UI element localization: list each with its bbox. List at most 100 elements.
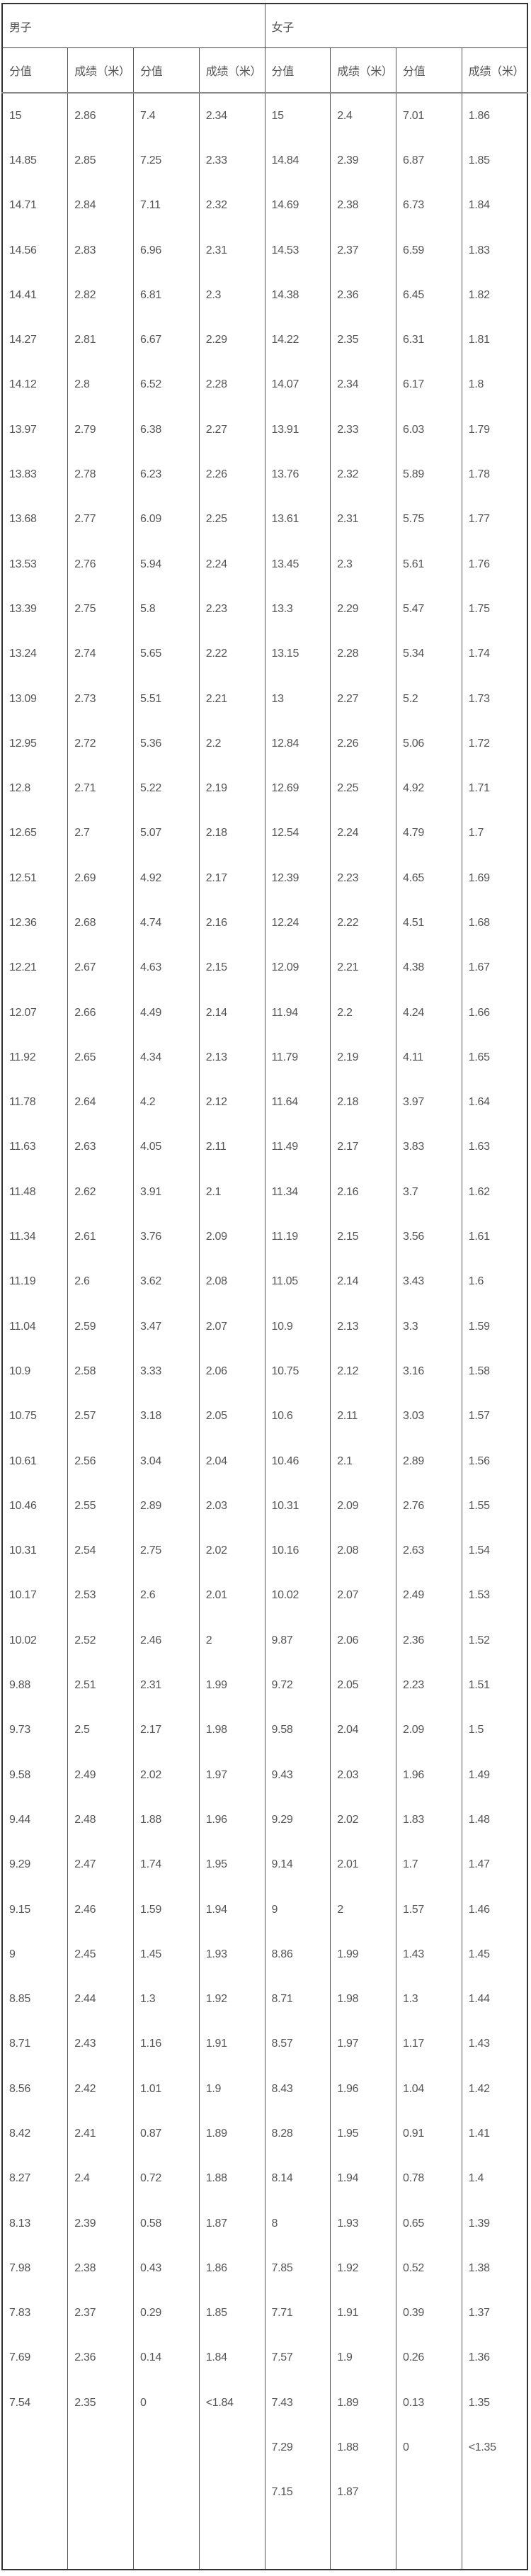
table-row: 14.27 2.81 6.67 2.29 14.22 2.35 6.31 1.81 xyxy=(1,317,528,363)
female-score-1-cell: 10.46 xyxy=(264,1438,331,1484)
female-result-1-cell: 2.18 xyxy=(330,1080,396,1125)
female-result-2-cell: 1.84 xyxy=(461,183,528,228)
group-header-row: 男子 女子 xyxy=(1,4,528,48)
male-result-2-cell: 2.15 xyxy=(198,945,266,990)
male-result-1-cell: 2.52 xyxy=(67,1618,134,1663)
female-score-1-cell: 13 xyxy=(264,676,331,722)
female-result-1-cell: 1.92 xyxy=(330,2246,396,2291)
male-result-2-cell: 2.08 xyxy=(198,1259,266,1305)
female-score-1-cell: 8.57 xyxy=(264,2021,331,2067)
male-result-2-cell: 2.25 xyxy=(198,497,266,542)
female-score-2-cell: 4.11 xyxy=(396,1035,462,1080)
male-result-2-cell: 2.23 xyxy=(198,587,266,632)
female-score-2-cell: 4.51 xyxy=(396,900,462,946)
male-result-2-cell: 1.93 xyxy=(198,1932,266,1977)
female-result-2-cell: 1.66 xyxy=(461,990,528,1036)
male-score-2-cell: 4.34 xyxy=(133,1035,200,1080)
table-row: 10.9 2.58 3.33 2.06 10.75 2.12 3.16 1.58 xyxy=(1,1349,528,1394)
male-score-2-cell: 1.45 xyxy=(133,1932,200,1977)
male-result-2-cell: 2.33 xyxy=(198,138,266,183)
female-result-1-cell: 2.34 xyxy=(330,362,396,408)
male-score-2-cell: 4.2 xyxy=(133,1080,200,1125)
male-result-1-cell: 2.46 xyxy=(67,1887,134,1933)
female-result-1-cell: 2.15 xyxy=(330,1214,396,1260)
male-score-1-cell: 7.98 xyxy=(1,2246,69,2291)
female-result-2-cell: 1.72 xyxy=(461,721,528,767)
male-result-1-cell: 2.53 xyxy=(67,1573,134,1619)
female-score-2-cell: 5.47 xyxy=(396,587,462,632)
male-result-1-cell: 2.84 xyxy=(67,183,134,228)
table-row: 15 2.86 7.4 2.34 15 2.4 7.01 1.86 xyxy=(1,93,528,139)
female-score-1-cell: 12.84 xyxy=(264,721,331,767)
male-result-2-cell: 2.28 xyxy=(198,362,266,408)
female-result-2-cell: 1.82 xyxy=(461,273,528,318)
male-result-1-cell: 2.65 xyxy=(67,1035,134,1080)
male-result-header: 成绩（米） xyxy=(67,47,134,94)
male-score-2-cell xyxy=(133,2425,200,2470)
female-score-header-2: 分值 xyxy=(396,47,462,94)
male-result-2-cell: 2.26 xyxy=(198,452,266,497)
female-result-1-cell: 2.32 xyxy=(330,452,396,497)
male-result-1-cell: 2.61 xyxy=(67,1214,134,1260)
female-score-2-cell: 0.39 xyxy=(396,2290,462,2336)
female-result-2-cell: 1.51 xyxy=(461,1663,528,1708)
female-score-2-cell: 6.87 xyxy=(396,138,462,183)
male-result-2-cell: 2.27 xyxy=(198,407,266,453)
male-result-2-cell: 2.01 xyxy=(198,1573,266,1619)
female-result-1-cell: 2.38 xyxy=(330,183,396,228)
male-score-2-cell: 5.22 xyxy=(133,766,200,811)
male-result-1-cell: 2.48 xyxy=(67,1797,134,1843)
female-score-2-cell: 5.75 xyxy=(396,497,462,542)
male-score-1-cell: 12.07 xyxy=(1,990,69,1036)
table-row: 10.31 2.54 2.75 2.02 10.16 2.08 2.63 1.54 xyxy=(1,1528,528,1574)
female-result-2-cell: 1.53 xyxy=(461,1573,528,1619)
female-score-2-cell: 6.45 xyxy=(396,273,462,318)
female-score-2-cell: 3.7 xyxy=(396,1170,462,1215)
male-result-2-cell: 1.86 xyxy=(198,2246,266,2291)
female-result-1-cell: 1.99 xyxy=(330,1932,396,1977)
female-result-1-cell: 1.88 xyxy=(330,2425,396,2470)
female-result-2-cell: 1.5 xyxy=(461,1707,528,1753)
male-score-2-cell: 0.58 xyxy=(133,2201,200,2247)
male-score-2-cell: 5.36 xyxy=(133,721,200,767)
male-result-1-cell: 2.42 xyxy=(67,2067,134,2112)
female-score-1-cell: 12.09 xyxy=(264,945,331,990)
table-row: 11.34 2.61 3.76 2.09 11.19 2.15 3.56 1.61 xyxy=(1,1214,528,1260)
male-score-2-cell: 3.76 xyxy=(133,1214,200,1260)
female-score-1-cell: 11.05 xyxy=(264,1259,331,1305)
table-row: 8.42 2.41 0.87 1.89 8.28 1.95 0.91 1.41 xyxy=(1,2111,528,2157)
female-result-1-cell: 2.23 xyxy=(330,856,396,901)
table-row: 11.92 2.65 4.34 2.13 11.79 2.19 4.11 1.65 xyxy=(1,1035,528,1080)
male-score-1-cell: 9.73 xyxy=(1,1707,69,1753)
female-result-1-cell: 1.87 xyxy=(330,2470,396,2516)
female-score-1-cell: 13.76 xyxy=(264,452,331,497)
male-score-2-cell: 6.09 xyxy=(133,497,200,542)
male-result-2-cell: 1.92 xyxy=(198,1977,266,2022)
male-score-1-cell: 15 xyxy=(1,93,69,139)
female-result-1-cell: 2.36 xyxy=(330,273,396,318)
male-score-2-cell: 1.3 xyxy=(133,1977,200,2022)
table-row: 14.12 2.8 6.52 2.28 14.07 2.34 6.17 1.8 xyxy=(1,362,528,408)
male-result-2-cell: 1.84 xyxy=(198,2335,266,2381)
table-row: 9.73 2.5 2.17 1.98 9.58 2.04 2.09 1.5 xyxy=(1,1707,528,1753)
male-result-1-cell: 2.47 xyxy=(67,1842,134,1887)
group-header-male: 男子 xyxy=(1,4,266,48)
table-row: 12.21 2.67 4.63 2.15 12.09 2.21 4.38 1.67 xyxy=(1,945,528,990)
female-result-1-cell: 1.98 xyxy=(330,1977,396,2022)
male-score-1-cell: 13.97 xyxy=(1,407,69,453)
male-score-2-cell: 4.49 xyxy=(133,990,200,1036)
female-score-1-cell: 13.91 xyxy=(264,407,331,453)
male-result-1-cell: 2.54 xyxy=(67,1528,134,1574)
female-score-1-cell: 9.14 xyxy=(264,1842,331,1887)
female-score-header: 分值 xyxy=(264,47,331,94)
female-result-1-cell: 2.03 xyxy=(330,1752,396,1798)
female-result-1-cell: 1.96 xyxy=(330,2067,396,2112)
female-score-1-cell: 10.75 xyxy=(264,1349,331,1394)
female-score-1-cell: 14.84 xyxy=(264,138,331,183)
female-score-1-cell: 11.64 xyxy=(264,1080,331,1125)
male-score-2-cell: 4.63 xyxy=(133,945,200,990)
male-score-1-cell xyxy=(1,2470,69,2516)
male-result-2-cell: 2.02 xyxy=(198,1528,266,1574)
table-row: 8.27 2.4 0.72 1.88 8.14 1.94 0.78 1.4 xyxy=(1,2156,528,2201)
empty-cell xyxy=(198,2515,266,2570)
